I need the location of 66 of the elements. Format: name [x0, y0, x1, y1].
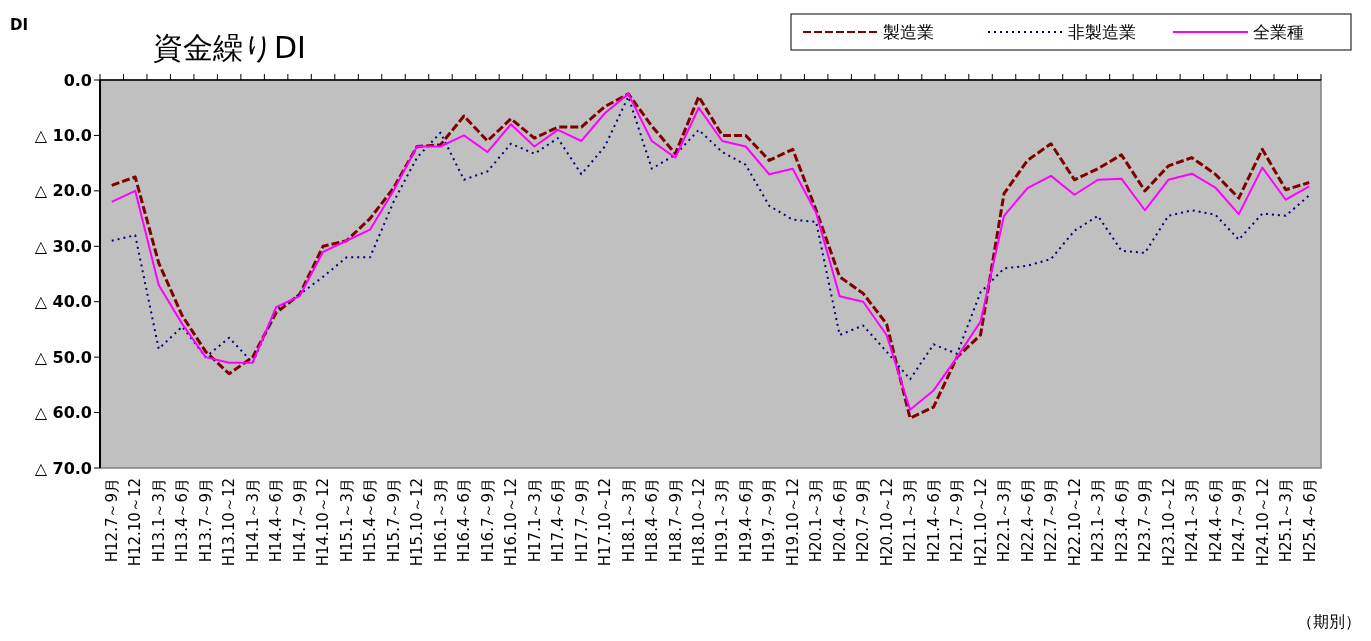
x-tick-label: H21.1～3月 [901, 478, 920, 563]
x-tick-label: H18.1～3月 [619, 478, 638, 563]
x-tick-label: H15.4～6月 [361, 478, 380, 563]
legend-label: 全業種 [1253, 21, 1304, 42]
x-tick-label: H13.1～3月 [149, 478, 168, 563]
x-tick-label: H19.10～12 [783, 478, 802, 567]
x-tick-label: H24.1～3月 [1183, 478, 1202, 563]
x-tick-label: H24.4～6月 [1206, 478, 1225, 563]
x-tick-label: H19.7～9月 [760, 478, 779, 563]
x-tick-label: H23.7～9月 [1136, 478, 1155, 563]
x-tick-label: H15.10～12 [408, 478, 427, 567]
x-tick-label: H18.7～9月 [666, 478, 685, 563]
x-tick-label: H20.1～3月 [807, 478, 826, 563]
x-tick-label: H16.7～9月 [478, 478, 497, 563]
x-tick-label: H22.7～9月 [1042, 478, 1061, 563]
y-tick-label: △ 30.0 [34, 236, 92, 256]
x-tick-label: H13.10～12 [220, 478, 239, 567]
x-tick-label: H25.4～6月 [1300, 478, 1319, 563]
x-tick-label: H21.7～9月 [948, 478, 967, 563]
x-tick-label: H17.1～3月 [525, 478, 544, 563]
x-tick-label: H19.1～3月 [713, 478, 732, 563]
x-tick-label: H14.1～3月 [243, 478, 262, 563]
x-tick-label: H14.7～9月 [290, 478, 309, 563]
x-tick-label: H13.4～6月 [173, 478, 192, 563]
y-axis-title: DI [10, 16, 29, 34]
x-tick-label: H20.7～9月 [854, 478, 873, 563]
x-tick-label: H16.10～12 [502, 478, 521, 567]
x-tick-label: H18.4～6月 [643, 478, 662, 563]
x-tick-label: H23.1～3月 [1089, 478, 1108, 563]
x-tick-label: H21.10～12 [971, 478, 990, 567]
x-tick-label: H16.1～3月 [431, 478, 450, 563]
x-tick-label: H17.7～9月 [572, 478, 591, 563]
x-tick-label: H14.4～6月 [267, 478, 286, 563]
x-tick-label: H17.10～12 [596, 478, 615, 567]
x-tick-label: H15.7～9月 [384, 478, 403, 563]
x-tick-label: H23.4～6月 [1112, 478, 1131, 563]
legend-label: 製造業 [883, 21, 934, 42]
x-tick-label: H14.10～12 [314, 478, 333, 567]
x-tick-label: H20.10～12 [877, 478, 896, 567]
x-tick-label: H18.10～12 [690, 478, 709, 567]
x-tick-label: H24.10～12 [1253, 478, 1272, 567]
y-tick-label: △ 70.0 [34, 458, 92, 478]
x-tick-label: H22.1～3月 [995, 478, 1014, 563]
x-tick-label: H15.1～3月 [337, 478, 356, 563]
x-tick-label: H22.4～6月 [1018, 478, 1037, 563]
x-tick-label: H12.10～12 [126, 478, 145, 567]
x-tick-label: H24.7～9月 [1230, 478, 1249, 563]
y-tick-label: 0.0 [63, 70, 92, 90]
x-tick-label: H13.7～9月 [196, 478, 215, 563]
x-tick-label: H20.4～6月 [830, 478, 849, 563]
y-tick-label: △ 60.0 [34, 403, 92, 423]
x-tick-label: H21.4～6月 [924, 478, 943, 563]
x-tick-label: H19.4～6月 [736, 478, 755, 563]
y-tick-label: △ 50.0 [34, 347, 92, 367]
legend-label: 非製造業 [1068, 21, 1136, 42]
x-axis-title: （期別） [1297, 612, 1361, 631]
y-tick-label: △ 40.0 [34, 292, 92, 312]
x-tick-label: H12.7～9月 [102, 478, 121, 563]
y-tick-label: △ 20.0 [34, 181, 92, 201]
x-tick-label: H25.1～3月 [1277, 478, 1296, 563]
x-tick-label: H23.10～12 [1159, 478, 1178, 567]
x-tick-label: H22.10～12 [1065, 478, 1084, 567]
x-tick-label: H17.4～6月 [549, 478, 568, 563]
x-tick-label: H16.4～6月 [455, 478, 474, 563]
chart-title: 資金繰りDI [153, 30, 306, 65]
y-tick-label: △ 10.0 [34, 126, 92, 146]
